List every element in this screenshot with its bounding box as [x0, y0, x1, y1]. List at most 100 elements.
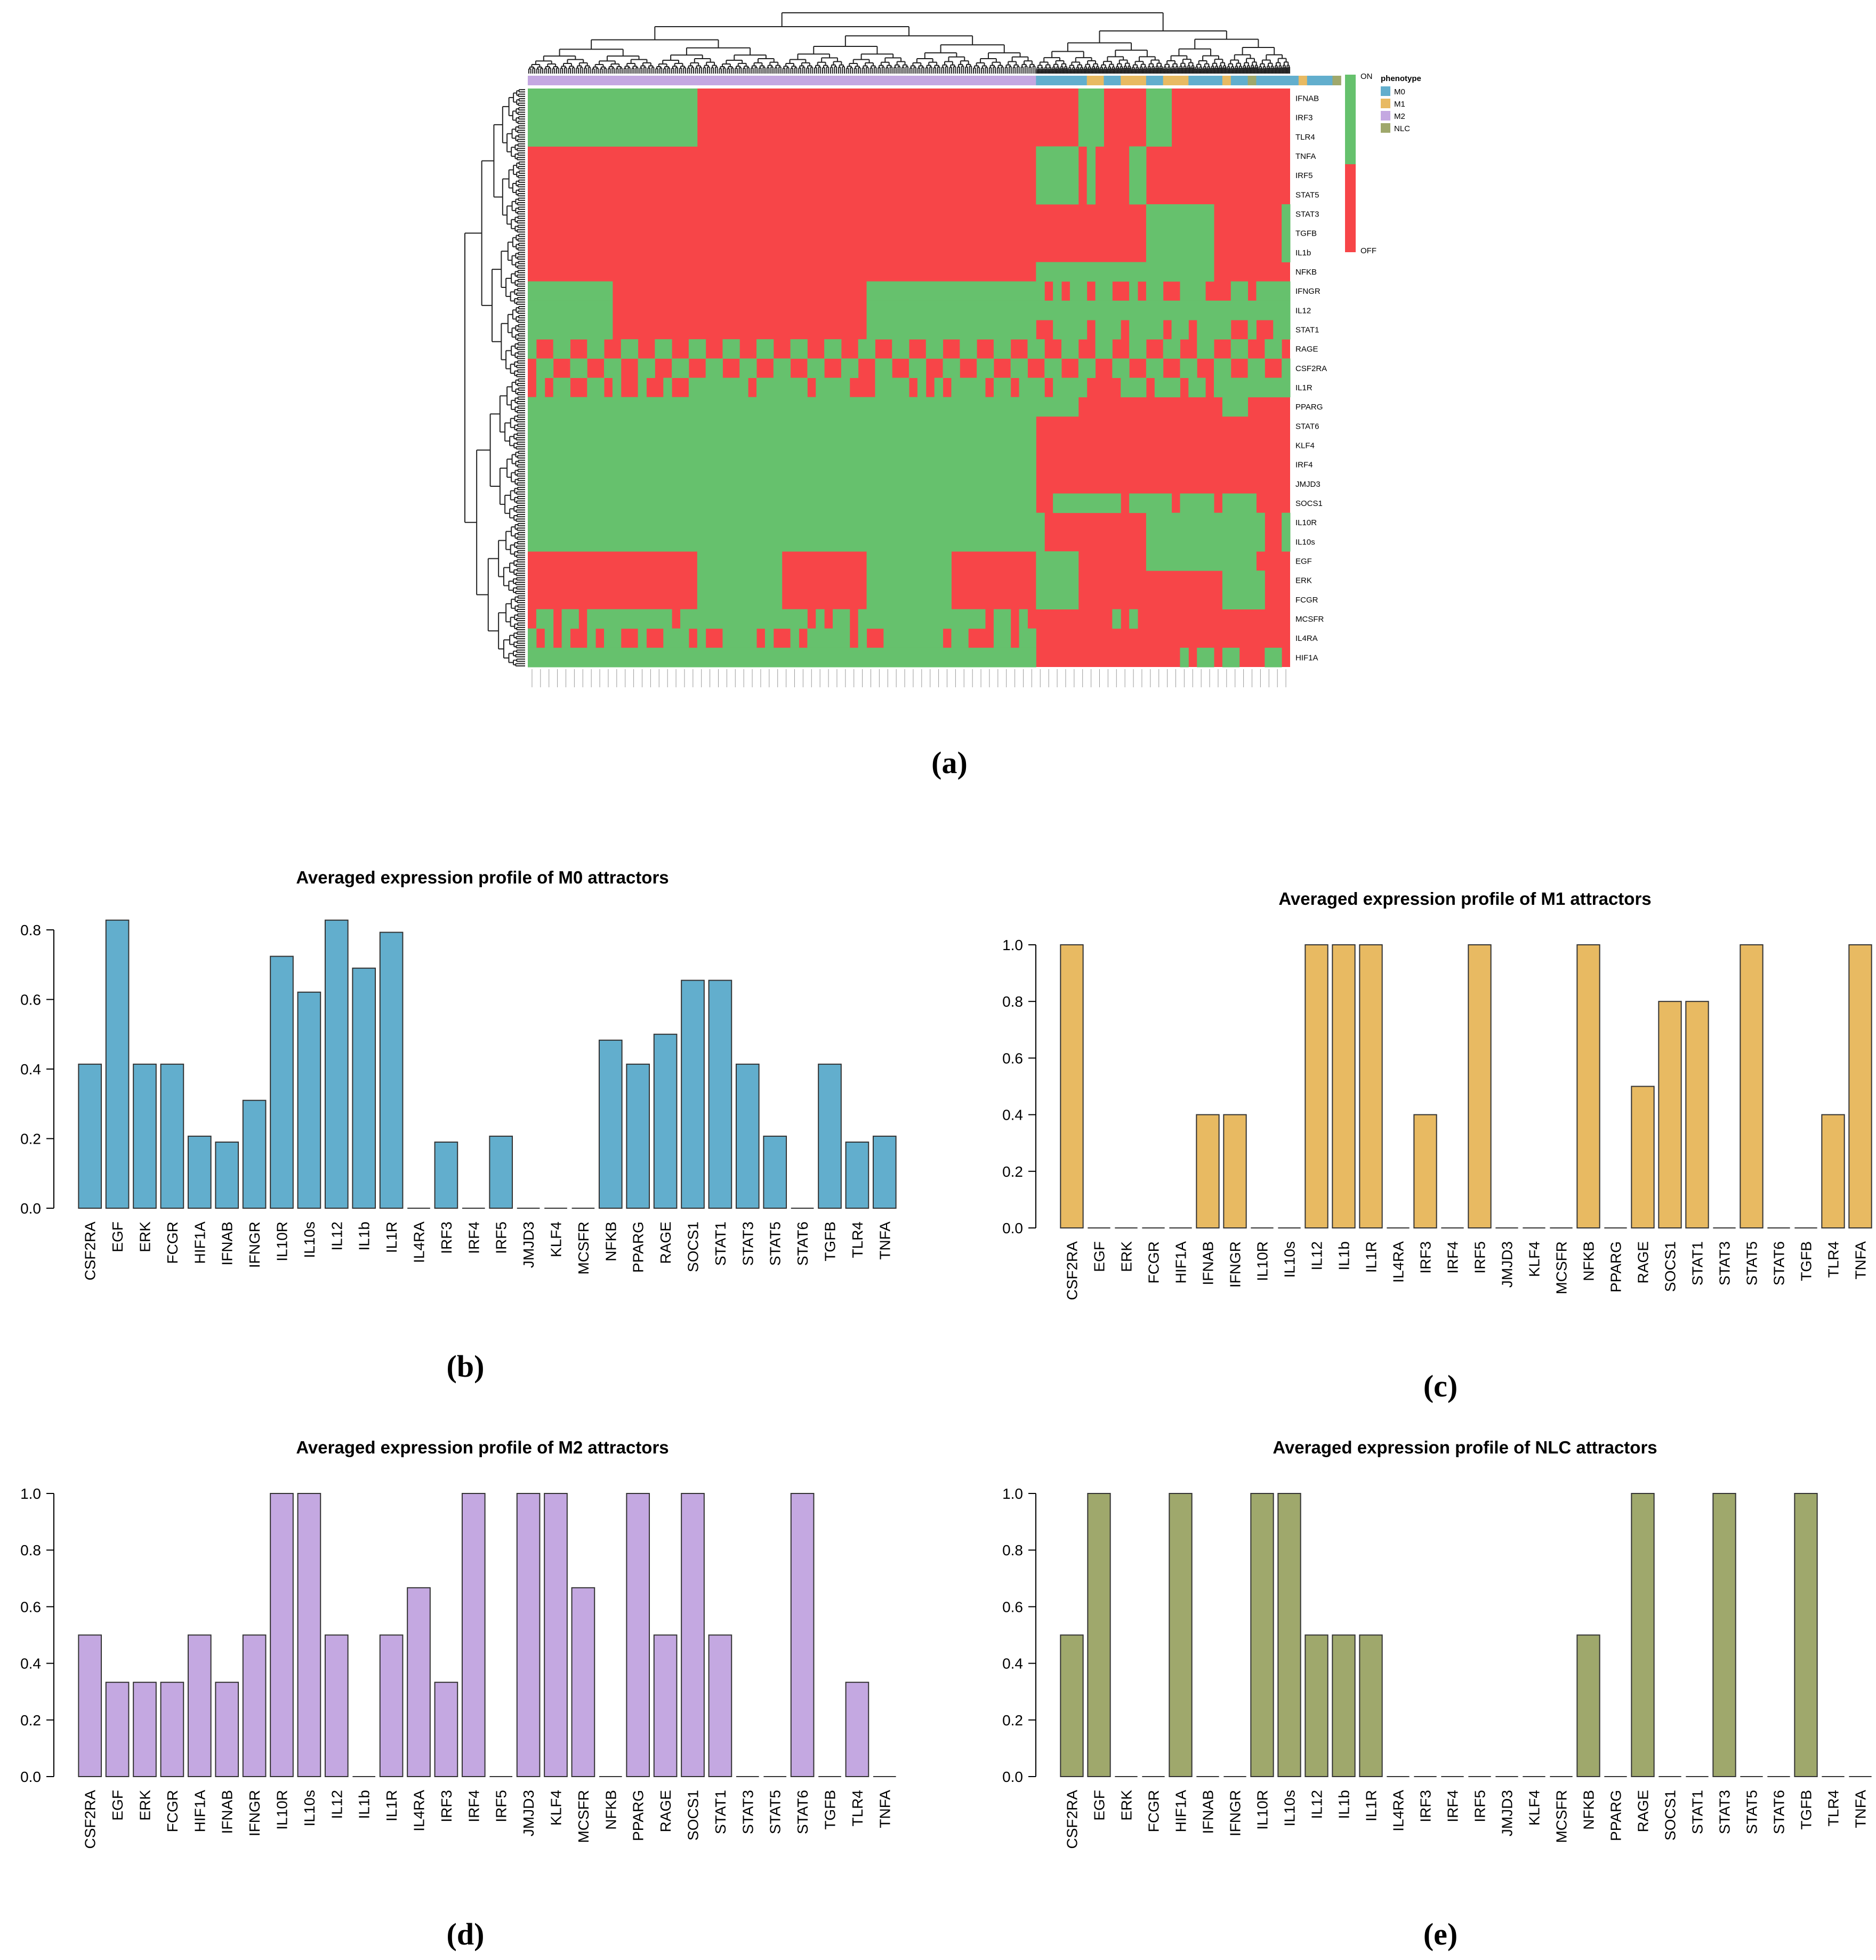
bar-d-CSF2RA	[78, 1634, 102, 1777]
bar-d-TLR4	[845, 1682, 869, 1777]
y-tick-label-b: 0.6	[20, 992, 41, 1008]
x-tick-label-d: STAT1	[712, 1790, 729, 1834]
heatmap-cell-RAGE	[824, 339, 842, 359]
y-tick-label-c: 0.2	[1002, 1163, 1023, 1180]
heatmap-cell-IL1R	[688, 377, 748, 398]
heatmap-cell-RAGE	[1027, 339, 1045, 359]
bar-b-NFKB	[598, 1039, 623, 1209]
bar-d-IRF4	[461, 1493, 486, 1777]
bar-b-IRF5	[489, 1135, 513, 1209]
heatmap-cell-KLF4	[528, 436, 1036, 455]
heatmap-cell-TGFB	[1146, 223, 1214, 243]
heatmap-cell-MCSFR	[993, 609, 1011, 629]
gene-label: HIF1A	[1295, 653, 1318, 662]
x-tick-label-c: MCSFR	[1553, 1241, 1570, 1295]
heatmap-cell-CSF2RA	[570, 358, 587, 378]
x-tick-label-b: STAT6	[794, 1222, 811, 1266]
x-tick-label-b: MCSFR	[575, 1222, 592, 1275]
bar-d-IFNAB	[215, 1682, 239, 1777]
heatmap-cell-STAT1	[1171, 320, 1189, 340]
bar-b-PPARG	[626, 1063, 650, 1209]
gene-label: PPARG	[1295, 403, 1323, 412]
x-tick-label-d: IL4RA	[411, 1790, 428, 1832]
x-tick-label-b: CSF2RA	[82, 1222, 99, 1281]
bar-e-TGFB	[1794, 1493, 1818, 1777]
bar-d-ERK	[133, 1682, 157, 1777]
bar-e-EGF	[1087, 1493, 1111, 1777]
heatmap-cell-IL1R	[1121, 377, 1147, 398]
y-tick-label-c: 0.6	[1002, 1050, 1023, 1066]
heatmap-cell-MCSFR	[680, 609, 808, 629]
gene-label: STAT6	[1295, 422, 1319, 431]
x-tick-label-c: IFNGR	[1227, 1241, 1244, 1288]
heatmap-cell-CSF2RA	[604, 358, 622, 378]
bar-c-STAT1	[1685, 1001, 1709, 1228]
heatmap-cell-FCGR	[697, 590, 783, 609]
chart-title-e: Averaged expression profile of NLC attra…	[1273, 1437, 1657, 1457]
heatmap-cell-CSF2RA	[1112, 358, 1130, 378]
heatmap-cell-RAGE	[756, 339, 774, 359]
bar-b-IL12	[324, 919, 349, 1209]
x-tick-label-b: IFNAB	[219, 1222, 236, 1265]
bar-c-CSF2RA	[1060, 944, 1084, 1228]
bar-b-TNFA	[872, 1135, 897, 1209]
bar-d-RAGE	[653, 1634, 678, 1777]
bar-d-IL10s	[297, 1493, 321, 1777]
legend-swatch-NLC	[1381, 123, 1390, 133]
heatmap-cell-MCSFR	[858, 609, 986, 629]
heatmap-cell-RAGE	[1129, 339, 1147, 359]
x-tick-label-d: STAT3	[739, 1790, 756, 1834]
legend-label-NLC: NLC	[1394, 124, 1410, 133]
x-tick-label-e: IL10R	[1254, 1790, 1271, 1830]
heatmap-cell-IFNGR	[1146, 281, 1164, 301]
heatmap-cell-IL1R	[553, 377, 570, 398]
chart-title-b: Averaged expression profile of M0 attrac…	[296, 867, 669, 887]
heatmap-cell-IRF3	[1146, 108, 1172, 127]
x-tick-label-d: IL1b	[356, 1790, 373, 1819]
x-tick-label-e: IL1b	[1336, 1790, 1352, 1819]
x-tick-label-b: FCGR	[164, 1222, 181, 1264]
x-tick-label-e: ERK	[1118, 1790, 1135, 1821]
gene-label: NFKB	[1295, 268, 1317, 277]
heatmap-legend: ON OFF phenotype M0 M1 M2 NLC	[1345, 72, 1421, 255]
x-tick-label-b: STAT5	[767, 1222, 784, 1266]
x-tick-label-d: CSF2RA	[82, 1790, 99, 1849]
annotation-M2	[528, 76, 1036, 85]
annotation-M0	[1230, 76, 1249, 85]
x-tick-label-b: KLF4	[548, 1222, 565, 1257]
gene-label: IL10R	[1295, 518, 1317, 527]
bar-e-IL1R	[1359, 1634, 1383, 1777]
bar-d-KLF4	[544, 1493, 568, 1777]
heatmap-cell-IL1R	[1019, 377, 1045, 398]
x-tick-label-c: TLR4	[1825, 1241, 1842, 1278]
y-tick-label-e: 0.2	[1002, 1712, 1023, 1729]
heatmap-cell-RAGE	[1163, 339, 1180, 359]
bar-e-CSF2RA	[1060, 1634, 1084, 1777]
x-tick-label-e: IRF4	[1445, 1790, 1461, 1822]
heatmap-cell-IL12	[866, 300, 1291, 320]
heatmap-cell-RAGE	[1230, 339, 1249, 359]
legend-on-swatch	[1345, 75, 1356, 164]
phenotype-legend: M0 M1 M2 NLC	[1381, 86, 1410, 133]
heatmap-cell-MCSFR	[1112, 609, 1121, 629]
bar-b-TGFB	[818, 1063, 842, 1209]
x-tick-label-e: IL12	[1309, 1790, 1325, 1819]
x-tick-label-c: IL10R	[1254, 1241, 1271, 1281]
heatmap-cell-STAT1	[1273, 320, 1291, 340]
x-tick-label-d: STAT6	[794, 1790, 811, 1834]
heatmap-cell-IRF3	[528, 108, 698, 127]
heatmap-cell-STAT1	[1197, 320, 1231, 340]
gene-label: MCSFR	[1295, 615, 1324, 624]
gene-label: IRF4	[1295, 461, 1313, 470]
bar-d-SOCS1	[681, 1493, 705, 1777]
heatmap-cell-IL4RA	[638, 628, 647, 648]
bar-d-IL10R	[270, 1493, 294, 1777]
legend-off-label: OFF	[1360, 246, 1376, 255]
heatmap-cell-IFNAB	[1078, 89, 1104, 108]
bar-d-EGF	[105, 1682, 130, 1777]
x-tick-label-c: CSF2RA	[1064, 1241, 1081, 1300]
x-tick-label-d: HIF1A	[191, 1790, 208, 1833]
bar-d-MCSFR	[571, 1587, 595, 1777]
heatmap-cell-IL4RA	[528, 628, 537, 648]
heatmap-cell-IL10R	[1282, 512, 1291, 533]
